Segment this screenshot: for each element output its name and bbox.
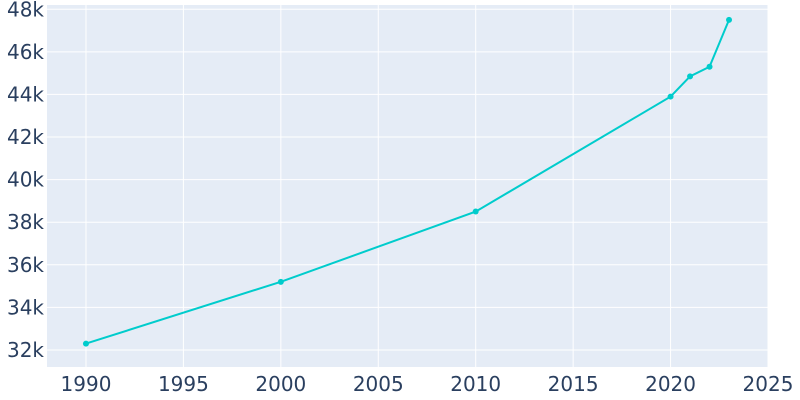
x-tick-label: 2015 bbox=[548, 372, 599, 396]
y-tick-label: 42k bbox=[7, 125, 44, 149]
y-tick-label: 46k bbox=[7, 40, 44, 64]
data-point bbox=[277, 278, 284, 285]
x-axis-ticks: 1990 1995 2000 2005 2010 2015 2020 2025 bbox=[61, 372, 794, 396]
data-point bbox=[667, 93, 674, 100]
x-tick-label: 2020 bbox=[645, 372, 696, 396]
data-point bbox=[472, 208, 479, 215]
data-point bbox=[687, 73, 694, 80]
y-tick-label: 48k bbox=[7, 0, 44, 21]
data-point bbox=[726, 16, 733, 23]
x-tick-label: 2000 bbox=[255, 372, 306, 396]
x-tick-label: 2005 bbox=[353, 372, 404, 396]
y-tick-label: 40k bbox=[7, 168, 44, 192]
x-tick-label: 2025 bbox=[743, 372, 794, 396]
x-tick-label: 1995 bbox=[158, 372, 209, 396]
y-tick-label: 36k bbox=[7, 253, 44, 277]
y-tick-label: 44k bbox=[7, 82, 44, 106]
data-series bbox=[82, 16, 733, 347]
plot-area bbox=[47, 5, 768, 367]
gridlines bbox=[47, 5, 769, 367]
data-point bbox=[706, 63, 713, 70]
y-tick-label: 32k bbox=[7, 338, 44, 362]
y-tick-label: 34k bbox=[7, 295, 44, 319]
x-tick-label: 2010 bbox=[450, 372, 501, 396]
data-point bbox=[82, 340, 89, 347]
x-tick-label: 1990 bbox=[61, 372, 112, 396]
y-axis-ticks: 32k 34k 36k 38k 40k 42k 44k 46k 48k bbox=[7, 0, 44, 362]
y-tick-label: 38k bbox=[7, 210, 44, 234]
